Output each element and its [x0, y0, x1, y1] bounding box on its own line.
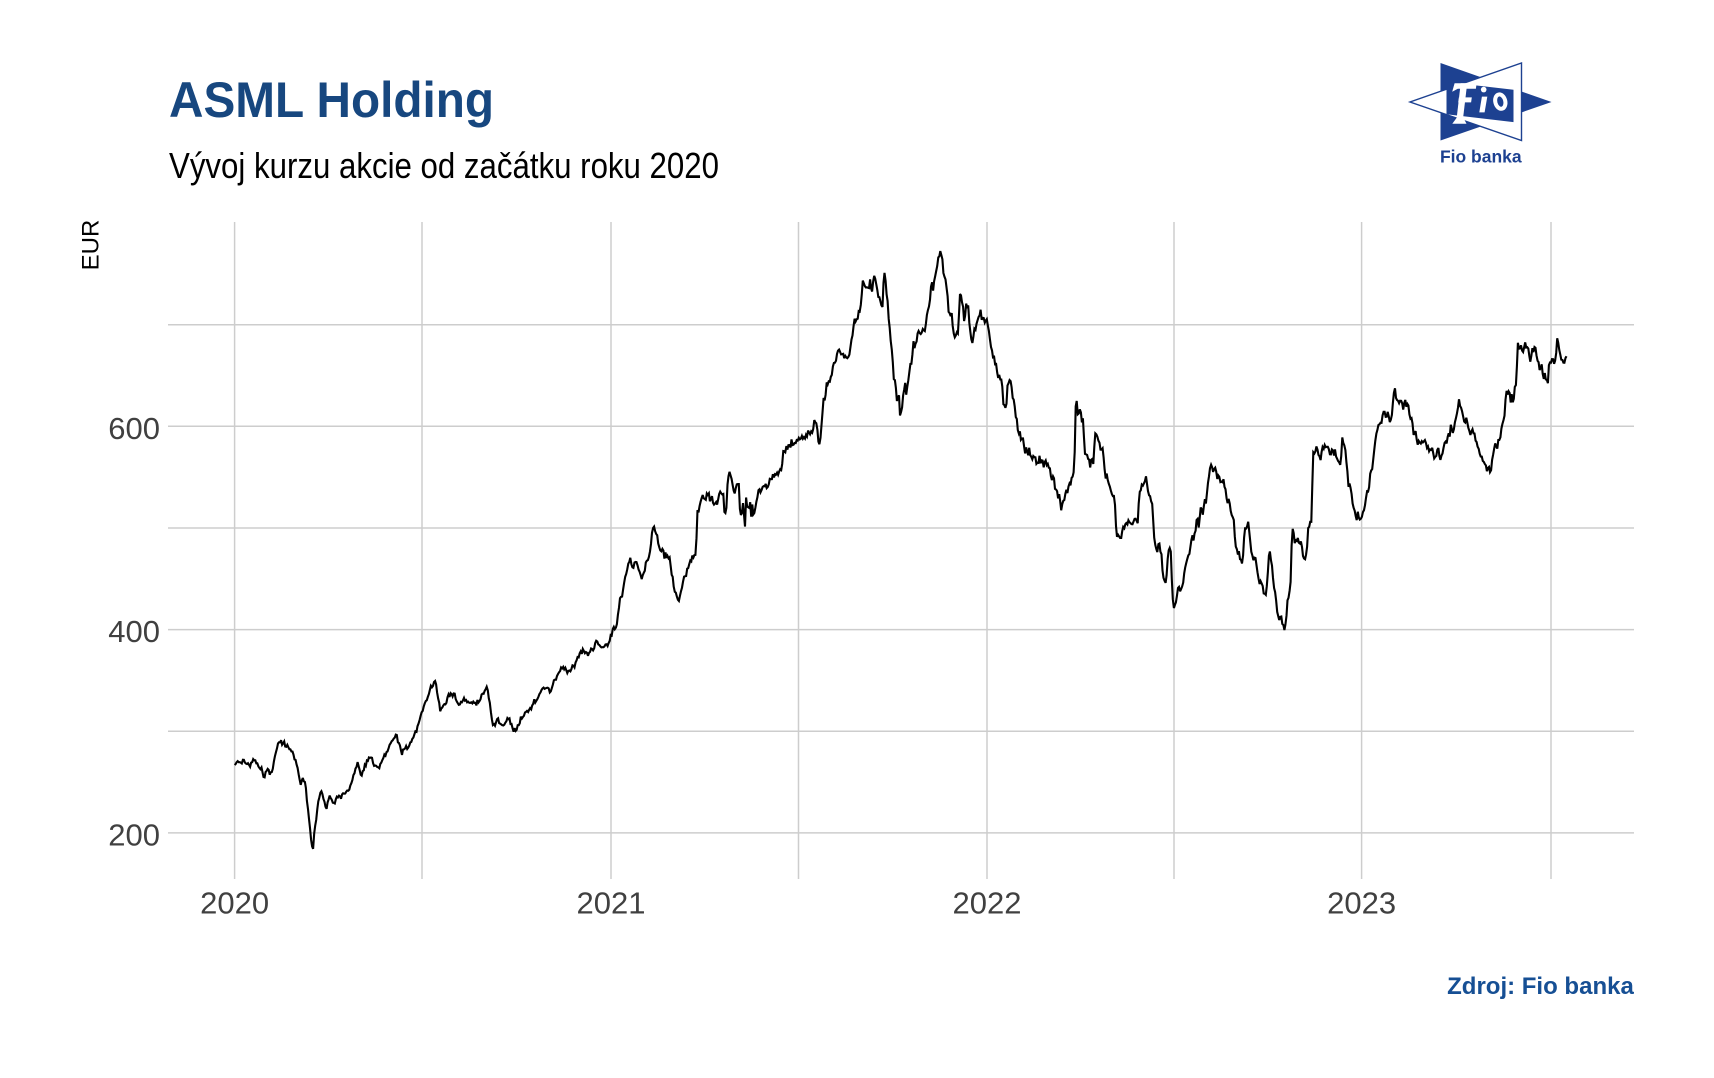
svg-text:400: 400 — [108, 614, 160, 649]
svg-text:Vývoj kurzu akcie od začátku r: Vývoj kurzu akcie od začátku roku 2020 — [169, 145, 719, 186]
svg-text:ASML Holding: ASML Holding — [169, 72, 494, 128]
svg-text:EUR: EUR — [78, 220, 105, 271]
svg-text:Fio banka: Fio banka — [1440, 146, 1522, 166]
svg-text:600: 600 — [108, 411, 160, 446]
svg-text:200: 200 — [108, 817, 160, 852]
svg-text:2022: 2022 — [953, 886, 1022, 921]
svg-text:2023: 2023 — [1327, 886, 1396, 921]
svg-text:Zdroj: Fio banka: Zdroj: Fio banka — [1447, 973, 1634, 1000]
svg-text:2021: 2021 — [577, 886, 646, 921]
svg-text:2020: 2020 — [200, 886, 269, 921]
